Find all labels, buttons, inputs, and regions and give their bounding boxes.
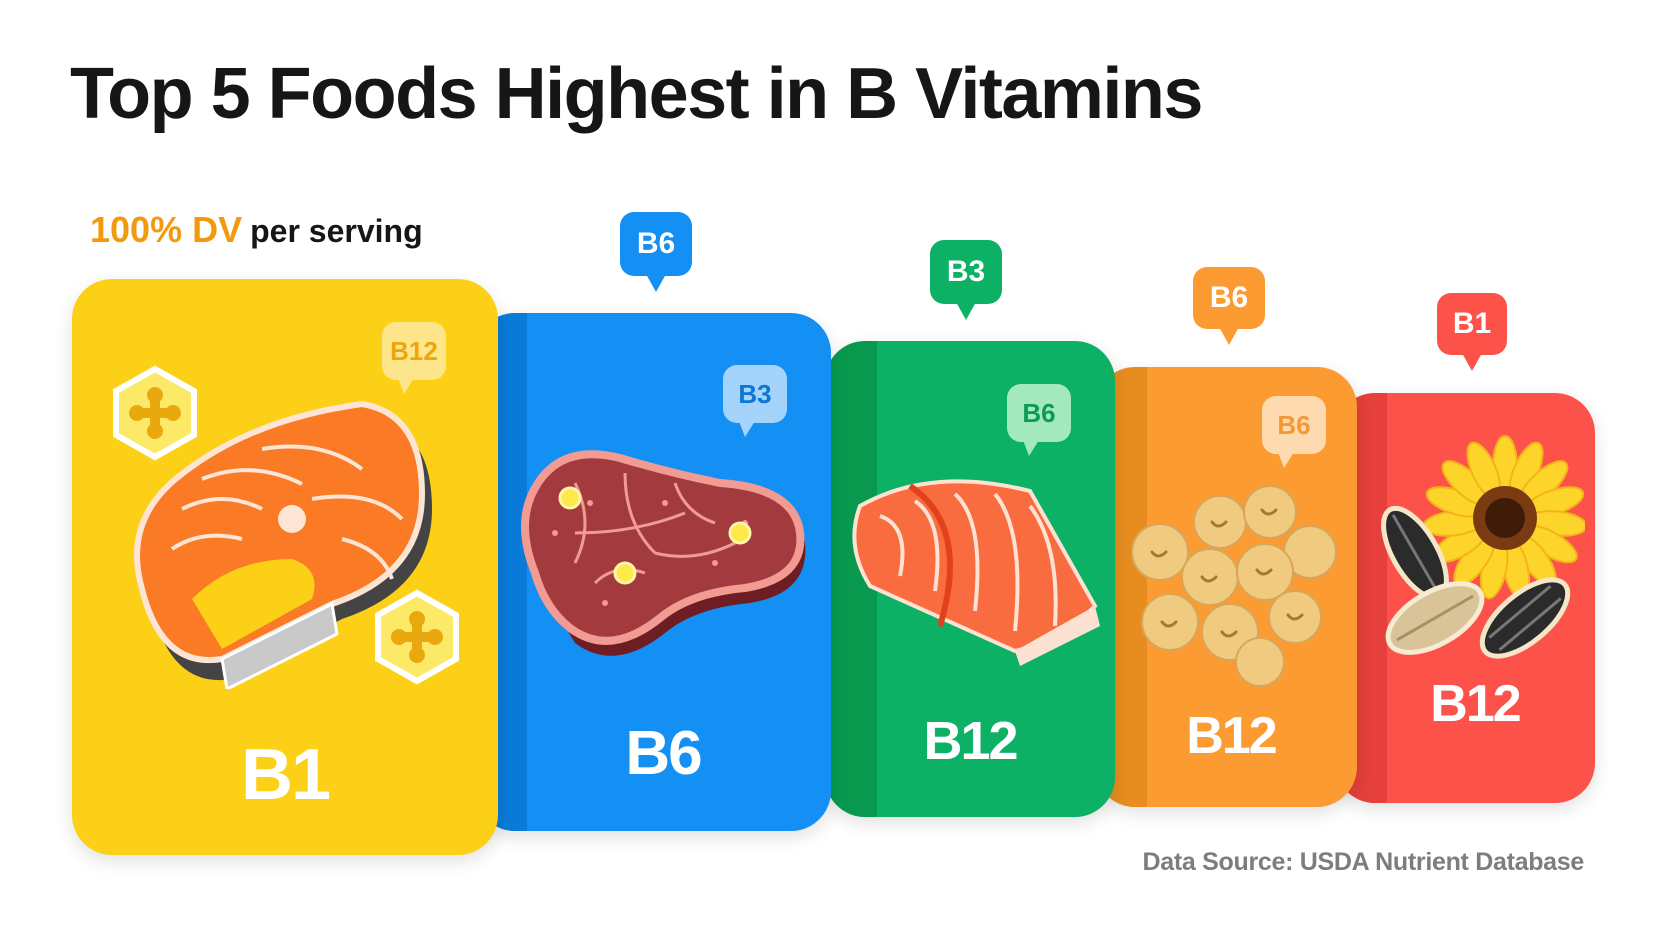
- data-source: Data Source: USDA Nutrient Database: [1142, 848, 1585, 876]
- salmon-fillet-icon: [852, 479, 1100, 666]
- subtitle: 100% DV per serving: [90, 212, 423, 248]
- page-title: Top 5 Foods Highest in B Vitamins: [70, 54, 1203, 134]
- food-card-salmon-fillet: B12: [825, 341, 1115, 817]
- main-vitamin-label: B12: [923, 711, 1018, 771]
- main-vitamin-label: B12: [1186, 707, 1277, 765]
- food-card-sunflower-seeds: B12: [1335, 393, 1595, 803]
- salmon-steak-icon: [134, 400, 432, 689]
- sunflower-seeds-icon: [1381, 435, 1585, 659]
- main-vitamin-label: B1: [240, 735, 331, 815]
- chickpeas-icon: [1131, 485, 1337, 687]
- pin-badge: B1: [1437, 293, 1507, 371]
- subtitle-rest: per serving: [250, 213, 423, 249]
- pin-badge: B6: [620, 212, 692, 292]
- inner-badge: B6: [1262, 396, 1326, 468]
- pin-badge: B3: [930, 240, 1002, 320]
- inner-badge: B6: [1007, 384, 1071, 456]
- vitamin-hex-icon: [375, 589, 459, 685]
- food-card-salmon-steak: B1: [72, 279, 498, 855]
- main-vitamin-label: B12: [1430, 675, 1521, 733]
- beef-steak-icon: [521, 450, 806, 656]
- dv-highlight: 100% DV: [90, 209, 243, 250]
- inner-badge: B3: [723, 365, 787, 437]
- pin-badge: B6: [1193, 267, 1265, 345]
- inner-badge: B12: [382, 322, 446, 394]
- main-vitamin-label: B6: [625, 719, 702, 788]
- vitamin-hex-icon: [113, 365, 197, 461]
